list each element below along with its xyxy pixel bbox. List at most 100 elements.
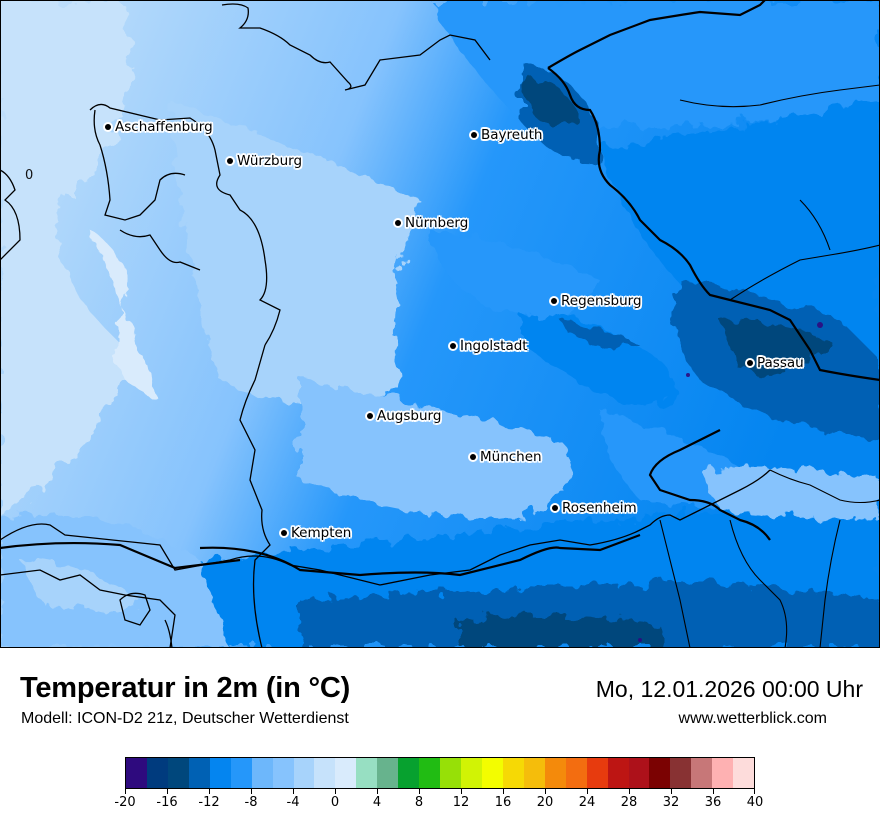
colorbar-segment <box>607 758 629 788</box>
city-marker: Bayreuth <box>471 127 543 143</box>
colorbar-tick <box>754 789 755 794</box>
colorbar-tick <box>503 789 504 794</box>
city-dot-icon <box>105 124 111 130</box>
colorbar-segment <box>544 758 566 788</box>
colorbar-tick <box>125 789 126 794</box>
colorbar-segment <box>230 758 252 788</box>
colorbar-segment <box>565 758 587 788</box>
colorbar-segment <box>419 758 441 788</box>
temperature-map: 0 Aschaffenburg Würzburg Bayreuth Nürnberg R… <box>0 0 880 648</box>
colorbar-segment <box>335 758 357 788</box>
colorbar-tick <box>587 789 588 794</box>
city-label: Augsburg <box>377 408 442 424</box>
valid-datetime: Mo, 12.01.2026 00:00 Uhr <box>595 676 863 702</box>
colorbar-segment <box>146 758 168 788</box>
colorbar-tick-label: 16 <box>494 795 512 810</box>
city-dot-icon <box>227 158 233 164</box>
city-marker: Kempten <box>281 525 351 541</box>
colorbar-segment <box>649 758 671 788</box>
city-dot-icon <box>367 413 373 419</box>
colorbar-tick-label: 40 <box>746 795 764 810</box>
colorbar-tick-label: 20 <box>536 795 554 810</box>
city-marker: Augsburg <box>367 408 441 424</box>
city-dot-icon <box>552 505 558 511</box>
colorbar-segment <box>502 758 524 788</box>
city-label: München <box>480 449 542 465</box>
colorbar-tick <box>335 789 336 794</box>
colorbar-tick-label: -16 <box>156 795 178 810</box>
colorbar-tick <box>209 789 210 794</box>
colorbar-tick-label: 24 <box>578 795 596 810</box>
city-dot-icon <box>450 343 456 349</box>
city-label: Regensburg <box>561 293 642 309</box>
city-label: Rosenheim <box>562 500 637 516</box>
city-dot-icon <box>281 530 287 536</box>
model-subtitle: Modell: ICON-D2 21z, Deutscher Wetterdie… <box>21 710 349 727</box>
city-label: Nürnberg <box>405 215 469 231</box>
colorbar-tick-label: 8 <box>414 795 424 810</box>
colorbar-legend <box>125 757 755 789</box>
city-marker: Rosenheim <box>552 500 637 516</box>
colorbar-segment <box>398 758 420 788</box>
colorbar-tick-label: -8 <box>244 795 258 810</box>
colorbar-segment <box>733 758 755 788</box>
colorbar-tick <box>461 789 462 794</box>
city-marker: Ingolstadt <box>450 338 528 354</box>
colorbar-tick <box>671 789 672 794</box>
colorbar-segment <box>586 758 608 788</box>
colorbar-segment <box>356 758 378 788</box>
colorbar-segment <box>670 758 692 788</box>
colorbar-segment <box>691 758 713 788</box>
chart-title: Temperatur in 2m (in °C) <box>20 672 351 704</box>
colorbar-segment <box>188 758 210 788</box>
colorbar-tick <box>629 789 630 794</box>
colorbar-tick-label: -20 <box>114 795 136 810</box>
city-dot-icon <box>395 220 401 226</box>
colorbar-tick-label: 36 <box>704 795 722 810</box>
city-marker: Aschaffenburg <box>105 119 213 135</box>
colorbar-segment <box>314 758 336 788</box>
city-marker: Würzburg <box>227 153 302 169</box>
colorbar-tick <box>545 789 546 794</box>
colorbar-segment <box>167 758 189 788</box>
city-label: Bayreuth <box>481 127 543 143</box>
colorbar-segment <box>712 758 734 788</box>
colorbar-tick-label: 4 <box>372 795 382 810</box>
colorbar-tick-label: 28 <box>620 795 638 810</box>
colorbar-tick-label: 12 <box>452 795 470 810</box>
colorbar-segment <box>272 758 294 788</box>
colorbar-tick <box>377 789 378 794</box>
colorbar-tick-label: -4 <box>286 795 300 810</box>
contour-label: 0 <box>25 168 34 183</box>
city-dot-icon <box>471 132 477 138</box>
colorbar-tick-label: 0 <box>330 795 340 810</box>
city-label: Würzburg <box>237 153 303 169</box>
city-dot-icon <box>551 298 557 304</box>
colorbar-segment <box>293 758 315 788</box>
colorbar-segment <box>523 758 545 788</box>
city-label: Ingolstadt <box>460 338 528 354</box>
colorbar-tick <box>293 789 294 794</box>
city-dot-icon <box>747 360 753 366</box>
city-marker: München <box>470 449 542 465</box>
city-label: Passau <box>757 355 804 371</box>
colorbar-segment <box>481 758 503 788</box>
colorbar-tick <box>419 789 420 794</box>
city-label: Kempten <box>291 525 352 541</box>
colorbar-tick <box>713 789 714 794</box>
city-marker: Nürnberg <box>395 215 468 231</box>
colorbar-segment <box>251 758 273 788</box>
colorbar-segment <box>461 758 482 788</box>
colorbar-segment <box>209 758 231 788</box>
city-marker: Passau <box>747 355 804 371</box>
city-dot-icon <box>470 454 476 460</box>
colorbar-ticks: -20 -16 -12 -8 -4 0 4 8 12 16 20 24 28 32 36 40 <box>114 789 763 819</box>
colorbar-segment <box>628 758 650 788</box>
temperature-field <box>0 0 880 648</box>
colorbar-tick-label: 32 <box>662 795 680 810</box>
colorbar-segment <box>126 758 147 788</box>
website-link[interactable]: www.wetterblick.com <box>678 710 827 727</box>
city-label: Aschaffenburg <box>115 119 213 135</box>
colorbar-tick <box>251 789 252 794</box>
colorbar-segment <box>440 758 461 788</box>
